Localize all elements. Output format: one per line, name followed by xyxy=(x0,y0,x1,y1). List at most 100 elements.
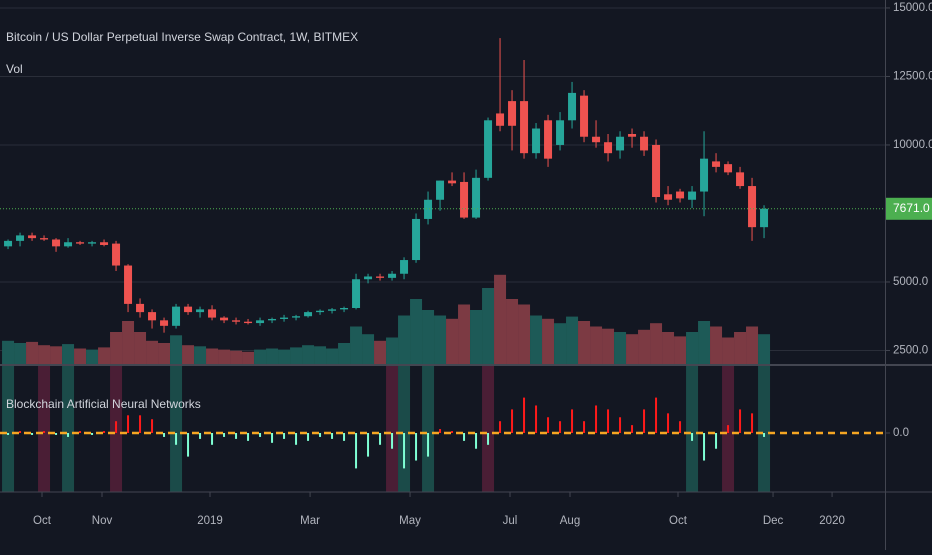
volume-bar xyxy=(362,334,375,365)
volume-bar xyxy=(506,299,519,365)
x-tick-label: Jul xyxy=(503,515,518,527)
volume-title: Vol xyxy=(6,62,23,76)
volume-bar xyxy=(386,337,399,365)
volume-bar xyxy=(146,340,159,365)
indicator-bar xyxy=(67,433,70,437)
volume-bar xyxy=(422,310,435,365)
candle-body xyxy=(268,318,277,321)
indicator-bar xyxy=(103,431,106,433)
candle-body xyxy=(556,120,565,145)
candle-body xyxy=(40,238,49,240)
candle-body xyxy=(340,308,349,310)
volume-bar xyxy=(62,344,75,365)
candle-body xyxy=(580,95,589,137)
indicator-bar xyxy=(727,425,730,433)
candle-body xyxy=(676,191,685,199)
candle-body xyxy=(100,242,109,245)
indicator-bar xyxy=(151,419,154,433)
indicator-bar xyxy=(91,433,94,435)
indicator-bar xyxy=(43,431,46,433)
candle-body xyxy=(532,128,541,154)
volume-bar xyxy=(194,346,207,365)
candle-body xyxy=(352,279,361,309)
indicator-bar xyxy=(79,431,82,433)
indicator-bar xyxy=(463,433,466,441)
volume-bar xyxy=(38,345,51,365)
candle-body xyxy=(760,208,769,228)
volume-bar xyxy=(218,349,231,365)
candle-body xyxy=(328,309,337,311)
volume-bar xyxy=(734,332,747,365)
volume-bar xyxy=(338,343,351,365)
volume-bar xyxy=(650,323,663,365)
candle-body xyxy=(196,309,205,313)
candle-body xyxy=(460,181,469,218)
candle-body xyxy=(148,312,157,321)
signal-highlight xyxy=(482,366,495,492)
indicator-bar xyxy=(487,433,490,445)
signal-highlight xyxy=(2,366,15,492)
indicator-bar xyxy=(331,433,334,439)
indicator-bar xyxy=(247,433,250,441)
signal-highlight xyxy=(38,366,51,492)
signal-highlight xyxy=(758,366,771,492)
y-tick-label: 10000.0 xyxy=(893,139,932,151)
volume-bar xyxy=(134,332,147,365)
indicator-bar xyxy=(19,431,22,433)
volume-bar xyxy=(326,348,339,365)
candle-body xyxy=(280,317,289,319)
indicator-bar xyxy=(439,429,442,433)
volume-bar xyxy=(86,349,99,365)
volume-bar xyxy=(722,337,735,365)
volume-bar xyxy=(2,340,15,365)
indicator-bar xyxy=(655,397,658,433)
indicator-bar xyxy=(175,433,178,445)
x-tick-label: May xyxy=(399,515,421,527)
volume-bar xyxy=(374,340,387,365)
volume-bar xyxy=(266,348,279,365)
candle-body xyxy=(292,316,301,318)
indicator-bar xyxy=(715,433,718,449)
volume-bar xyxy=(746,326,759,365)
indicator-bar xyxy=(211,433,214,445)
indicator-bar xyxy=(31,433,34,435)
candle-body xyxy=(688,191,697,200)
volume-bar xyxy=(410,299,423,365)
indicator-bar xyxy=(283,433,286,439)
indicator-bar xyxy=(235,433,238,439)
volume-bar xyxy=(482,288,495,365)
volume-bar xyxy=(398,315,411,365)
indicator-bar xyxy=(475,433,478,449)
candle-body xyxy=(28,235,37,239)
indicator-bar xyxy=(691,433,694,441)
volume-bar xyxy=(698,321,711,365)
signal-highlight xyxy=(686,366,699,492)
volume-bar xyxy=(74,348,87,365)
indicator-bar xyxy=(763,433,766,437)
indicator-layer xyxy=(0,397,885,469)
indicator-bar xyxy=(115,421,118,433)
indicator-bar xyxy=(739,409,742,433)
volume-bar xyxy=(158,343,171,365)
candle-layer xyxy=(0,38,885,333)
indicator-bar xyxy=(367,433,370,457)
volume-bar xyxy=(578,321,591,365)
indicator-bar xyxy=(607,409,610,433)
volume-bar xyxy=(50,346,63,365)
last-price-box xyxy=(886,197,932,220)
indicator-bar xyxy=(679,421,682,433)
candle-body xyxy=(544,120,553,159)
volume-bar xyxy=(230,350,243,365)
signal-highlight xyxy=(398,366,411,492)
candle-body xyxy=(136,303,145,313)
volume-bar xyxy=(518,304,531,365)
volume-bar xyxy=(314,346,327,365)
candle-body xyxy=(700,158,709,192)
y-tick-label: 12500.0 xyxy=(893,70,932,82)
indicator-bar xyxy=(127,415,130,433)
candle-body xyxy=(4,240,13,247)
indicator-title: Blockchain Artificial Neural Networks xyxy=(6,397,201,411)
candle-body xyxy=(112,243,121,266)
indicator-bar xyxy=(499,421,502,433)
indicator-bar xyxy=(643,409,646,433)
